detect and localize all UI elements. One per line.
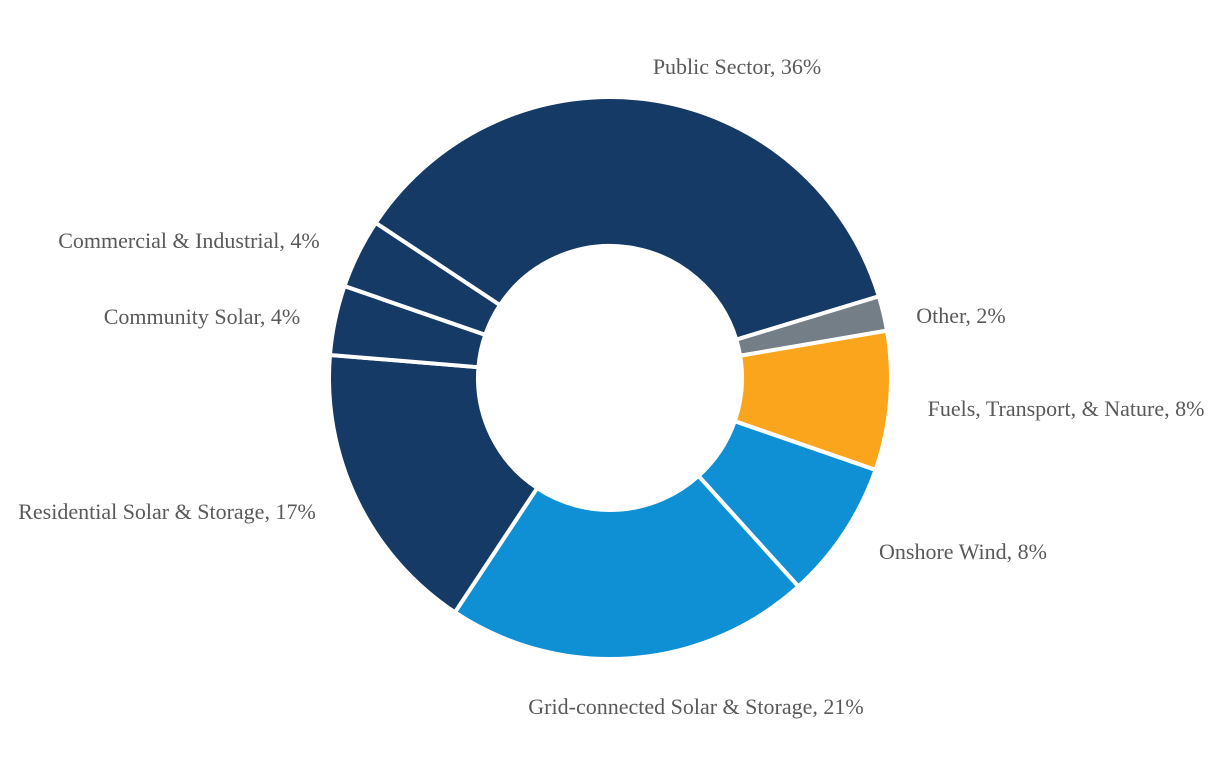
- slice-label-residential-solar-storage: Residential Solar & Storage, 17%: [18, 498, 316, 524]
- slice-label-fuels-transport-nature: Fuels, Transport, & Nature, 8%: [927, 395, 1205, 421]
- slice-label-commercial-industrial: Commercial & Industrial, 4%: [58, 227, 320, 253]
- slice-label-public-sector: Public Sector, 36%: [652, 53, 822, 79]
- slice-label-other: Other, 2%: [916, 302, 1006, 328]
- slice-residential-solar-storage: [327, 352, 540, 616]
- slice-label-onshore-wind: Onshore Wind, 8%: [879, 538, 1047, 564]
- slice-commercial-industrial: [341, 220, 503, 338]
- slice-grid-connected-solar-storage: [452, 473, 802, 661]
- slice-label-community-solar: Community Solar, 4%: [103, 303, 301, 329]
- slice-public-sector: [372, 95, 882, 343]
- slice-label-grid-connected-solar-storage: Grid-connected Solar & Storage, 21%: [528, 693, 864, 719]
